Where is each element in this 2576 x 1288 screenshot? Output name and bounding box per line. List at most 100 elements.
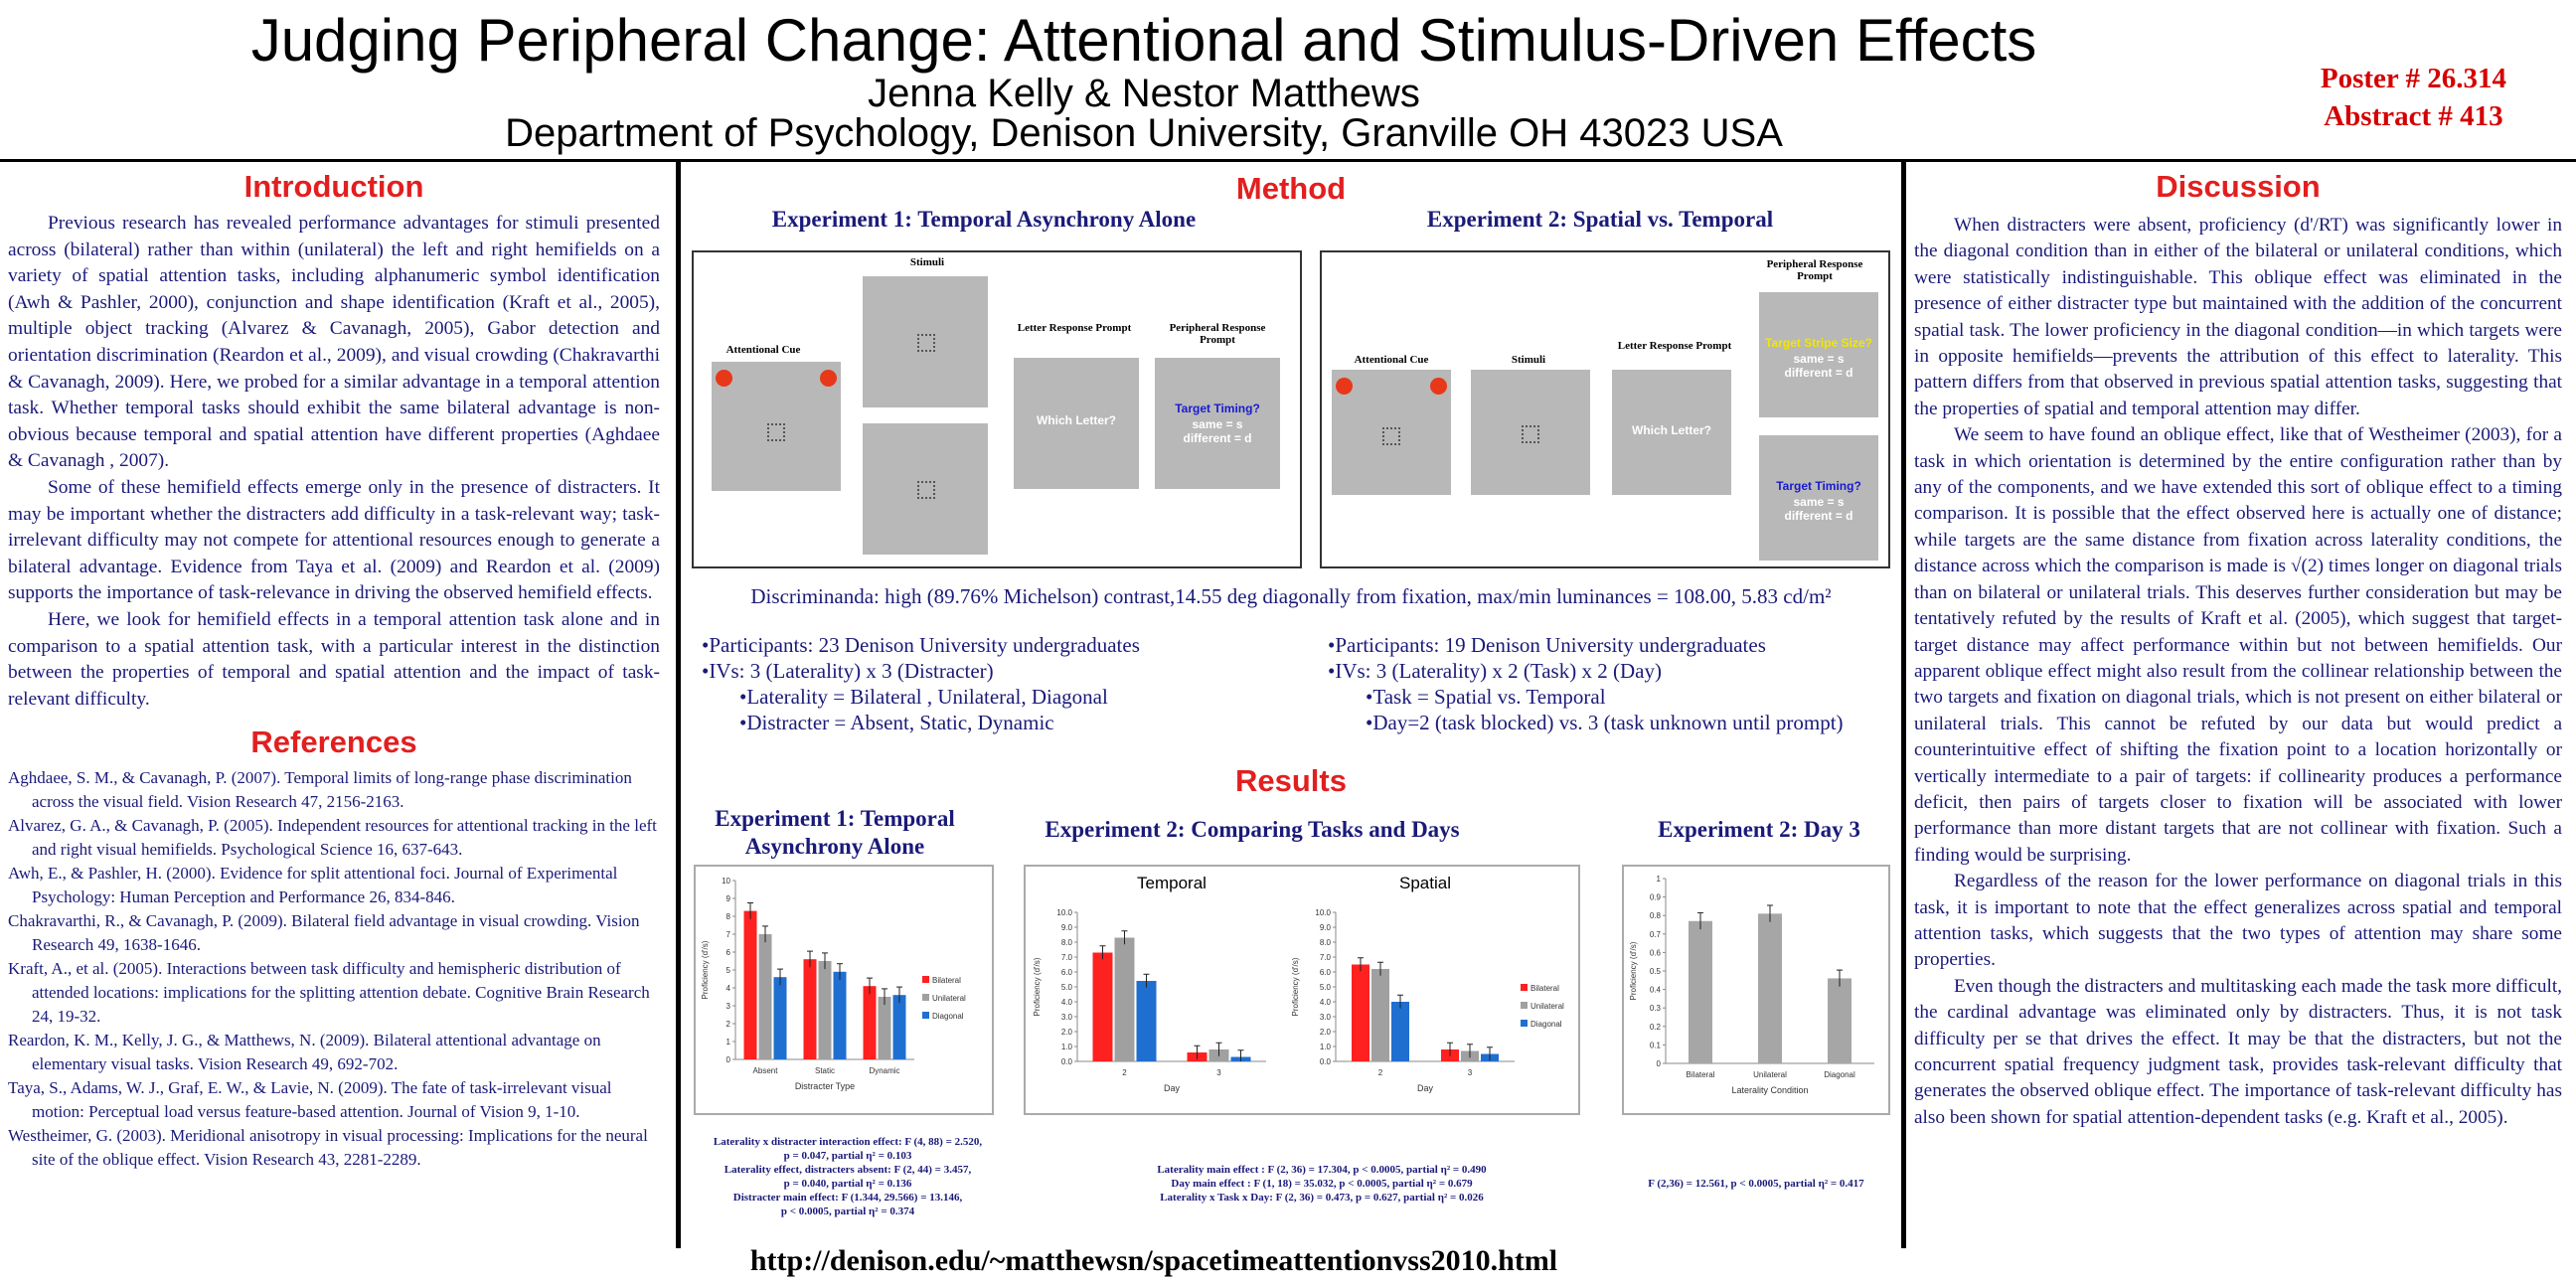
discussion-heading: Discussion [2156, 169, 2321, 204]
chart-exp2: Temporal 0.0 1.0 2.0 3.0 4.0 5.0 6.0 7.0 8.0 9.0 10… [1024, 865, 1580, 1115]
stats-line: p = 0.047, partial η² = 0.103 [783, 1150, 912, 1162]
different-text: different = d [1183, 431, 1252, 445]
chart-exp2-spatial-svg: Spatial 0.0 1.0 2.0 3.0 4.0 5.0 6.0 7.0 8.0 9.0 10.… [1291, 874, 1564, 1093]
abstract-number: Abstract # 413 [2324, 100, 2503, 132]
method-exp2-title: Experiment 2: Spatial vs. Temporal [1426, 207, 1774, 232]
method-bullet: •Laterality = Bilateral , Unilateral, Di… [739, 685, 1108, 709]
method-bullet: •Task = Spatial vs. Temporal [1366, 685, 1606, 709]
right-column: Discussion When distracters were absent,… [1914, 169, 2562, 1131]
chart-title: Spatial [1399, 874, 1451, 892]
stimuli-label: Stimuli [909, 256, 945, 268]
stats-line: Laterality effect, distracters absent: F… [724, 1164, 972, 1176]
stats-line: Laterality x distracter interaction effe… [713, 1136, 983, 1148]
bar [833, 971, 847, 1059]
middle-column: Method Experiment 1: Temporal Asynchrony… [686, 169, 1896, 1242]
y-tick-label: 9.0 [1320, 923, 1332, 932]
which-letter-text: Which Letter? [1037, 413, 1116, 427]
cue-dot [1430, 378, 1447, 395]
method-bullet: •IVs: 3 (Laterality) x 2 (Task) x 2 (Day… [1328, 659, 1662, 683]
y-tick-label: 0 [726, 1055, 731, 1064]
bar [1114, 937, 1135, 1061]
x-tick-label: Unilateral [1753, 1070, 1787, 1079]
y-tick-label: 1.0 [1061, 1043, 1073, 1051]
peripheral-prompt-label: Peripheral Response Prompt [1766, 258, 1863, 282]
same-text: same = s [1192, 417, 1243, 431]
x-axis-label: Day [1417, 1083, 1434, 1093]
poster-number-block: Poster # 26.314 Abstract # 413 [2321, 60, 2506, 135]
x-tick-label: 3 [1468, 1068, 1473, 1077]
y-tick-label: 10.0 [1056, 908, 1072, 917]
peripheral-prompt-panel: Target Timing? same = s different = d [1155, 358, 1280, 489]
stats-line: Distracter main effect: F (1.344, 29.566… [732, 1192, 963, 1204]
left-column-divider [676, 159, 681, 1248]
letter-prompt-label: Letter Response Prompt [1017, 322, 1132, 334]
legend-swatch [922, 994, 929, 1001]
right-column-divider [1901, 159, 1906, 1248]
y-axis-label: Proficiency (d'/s) [1033, 957, 1042, 1016]
introduction-body: Previous research has revealed performan… [8, 211, 660, 713]
legend-swatch [1521, 1002, 1528, 1009]
fixation-target [1382, 427, 1400, 445]
different-text: different = d [1784, 366, 1853, 380]
x-tick-label: Bilateral [1687, 1070, 1715, 1079]
x-tick-label: 2 [1122, 1068, 1127, 1077]
intro-paragraph: Here, we look for hemifield effects in a… [8, 608, 660, 710]
discussion-paragraph: Even though the distracters and multitas… [1914, 975, 2562, 1128]
bar [892, 995, 906, 1059]
bar [773, 977, 787, 1059]
y-tick-label: 6.0 [1061, 968, 1073, 977]
bar [878, 997, 891, 1059]
stats-line: p < 0.0005, partial η² = 0.374 [780, 1206, 915, 1217]
stimulus-target [1522, 425, 1539, 443]
y-tick-label: 0.1 [1650, 1041, 1662, 1049]
intro-paragraph: Some of these hemifield effects emerge o… [8, 476, 660, 604]
chart-exp2-temporal-svg: Temporal 0.0 1.0 2.0 3.0 4.0 5.0 6.0 7.0 8.0 9.0 10… [1033, 874, 1266, 1093]
poster-authors: Jenna Kelly & Nestor Matthews [868, 72, 1420, 115]
y-tick-label: 0.2 [1650, 1023, 1662, 1032]
bar [818, 961, 832, 1059]
x-axis-label: Distracter Type [795, 1081, 855, 1091]
y-tick-label: 9.0 [1061, 923, 1073, 932]
exp1-stats: Laterality x distracter interaction effe… [694, 1135, 1002, 1218]
y-tick-label: 8.0 [1061, 938, 1073, 947]
legend-label: Unilateral [932, 994, 966, 1003]
header-divider [0, 159, 2576, 162]
y-tick-label: 5 [726, 966, 731, 975]
reference-item: Chakravarthi, R., & Cavanagh, P. (2009).… [8, 911, 640, 955]
stimulus-target [917, 334, 935, 352]
reference-item: Westheimer, G. (2003). Meridional anisot… [8, 1126, 648, 1170]
y-tick-label: 0.0 [1061, 1057, 1073, 1066]
x-tick-label: Static [815, 1066, 835, 1075]
bar [1391, 1002, 1409, 1061]
poster-title: Judging Peripheral Change: Attentional a… [250, 7, 2037, 74]
y-tick-label: 0.8 [1650, 911, 1662, 920]
y-tick-label: 0.0 [1320, 1057, 1332, 1066]
footer-url[interactable]: http://denison.edu/~matthewsn/spacetimea… [749, 1244, 1558, 1277]
introduction-heading: Introduction [243, 169, 424, 204]
exp1-method-bullets: •Participants: 23 Denison University und… [702, 632, 1140, 735]
legend-swatch [922, 976, 929, 983]
attentional-cue-label: Attentional Cue [725, 344, 801, 356]
y-tick-label: 3 [726, 1002, 731, 1011]
cue-dot [716, 370, 732, 387]
chart-exp1-svg: 0 1 2 3 4 5 6 7 8 9 10 Proficiency (d'/s) Distracter… [701, 877, 966, 1091]
results-exp3-title: Experiment 2: Day 3 [1658, 817, 1860, 842]
method-bullet: •Participants: 19 Denison University und… [1328, 633, 1766, 657]
bar [863, 986, 877, 1059]
x-tick-label: 3 [1216, 1068, 1221, 1077]
reference-item: Alvarez, G. A., & Cavanagh, P. (2005). I… [8, 816, 657, 860]
y-tick-label: 5.0 [1061, 983, 1073, 992]
discussion-body: When distracters were absent, proficienc… [1914, 213, 2562, 1131]
stimulus-panel [863, 276, 988, 407]
y-axis-label: Proficiency (d'/s) [1629, 941, 1638, 1000]
bar [1136, 981, 1157, 1061]
method-bullet: •Day=2 (task blocked) vs. 3 (task unknow… [1366, 711, 1844, 734]
references-heading: References [250, 724, 417, 760]
bar [1092, 952, 1113, 1061]
poster-number: Poster # 26.314 [2320, 63, 2506, 94]
y-tick-label: 6 [726, 948, 731, 957]
y-tick-label: 1.0 [1320, 1043, 1332, 1051]
cue-dot [1336, 378, 1353, 395]
chart-title: Temporal [1137, 874, 1207, 892]
different-text: different = d [1784, 509, 1853, 523]
